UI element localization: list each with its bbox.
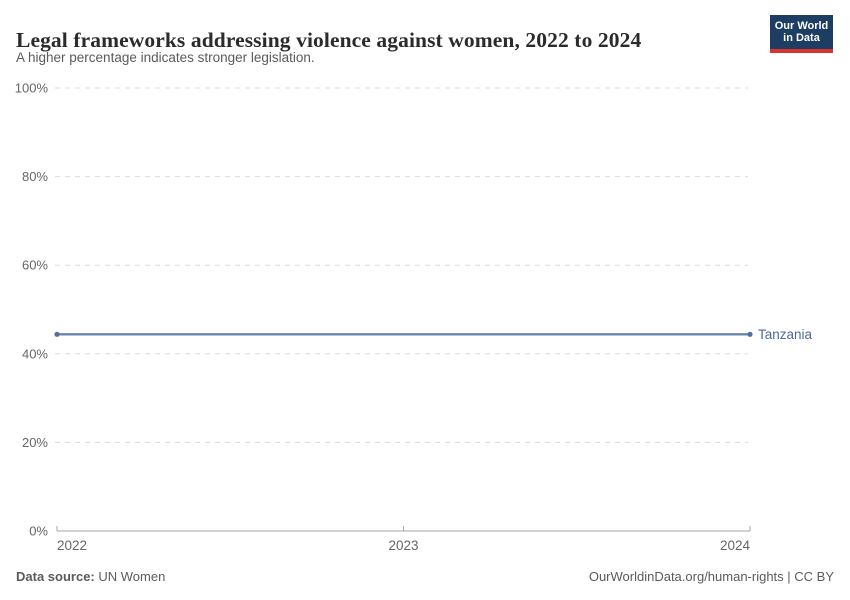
line-chart-svg[interactable]: 0% 20% 40% 60% 80% 100% 2022 2023 2024 Tanzania — [0, 80, 850, 560]
x-tick-label[interactable]: 2022 — [57, 538, 87, 553]
series-label-tanzania[interactable]: Tanzania — [758, 327, 813, 342]
chart-subtitle: A higher percentage indicates stronger l… — [16, 50, 315, 65]
series-endpoint-marker — [54, 331, 60, 337]
y-tick-label: 80% — [22, 169, 48, 184]
chart-title: Legal frameworks addressing violence aga… — [16, 28, 642, 53]
owid-logo-text: Our World in Data — [774, 19, 829, 45]
footer-license[interactable]: OurWorldinData.org/human-rights | CC BY — [588, 569, 834, 584]
x-tick-label[interactable]: 2024 — [720, 538, 751, 553]
y-tick-label: 20% — [22, 435, 48, 450]
y-tick-label: 100% — [15, 81, 49, 96]
y-tick-label: 0% — [29, 524, 48, 539]
data-source: Data source: UN Women — [16, 569, 165, 584]
y-tick-label: 40% — [22, 346, 48, 361]
chart-footer: Data source: UN Women OurWorldinData.org… — [16, 569, 834, 584]
data-source-value: UN Women — [94, 569, 166, 584]
x-tick-label[interactable]: 2023 — [388, 538, 418, 553]
data-source-label: Data source: — [16, 569, 95, 584]
owid-logo[interactable]: Our World in Data — [770, 15, 833, 53]
y-tick-label: 60% — [22, 258, 48, 273]
series-endpoint-marker — [747, 331, 753, 337]
